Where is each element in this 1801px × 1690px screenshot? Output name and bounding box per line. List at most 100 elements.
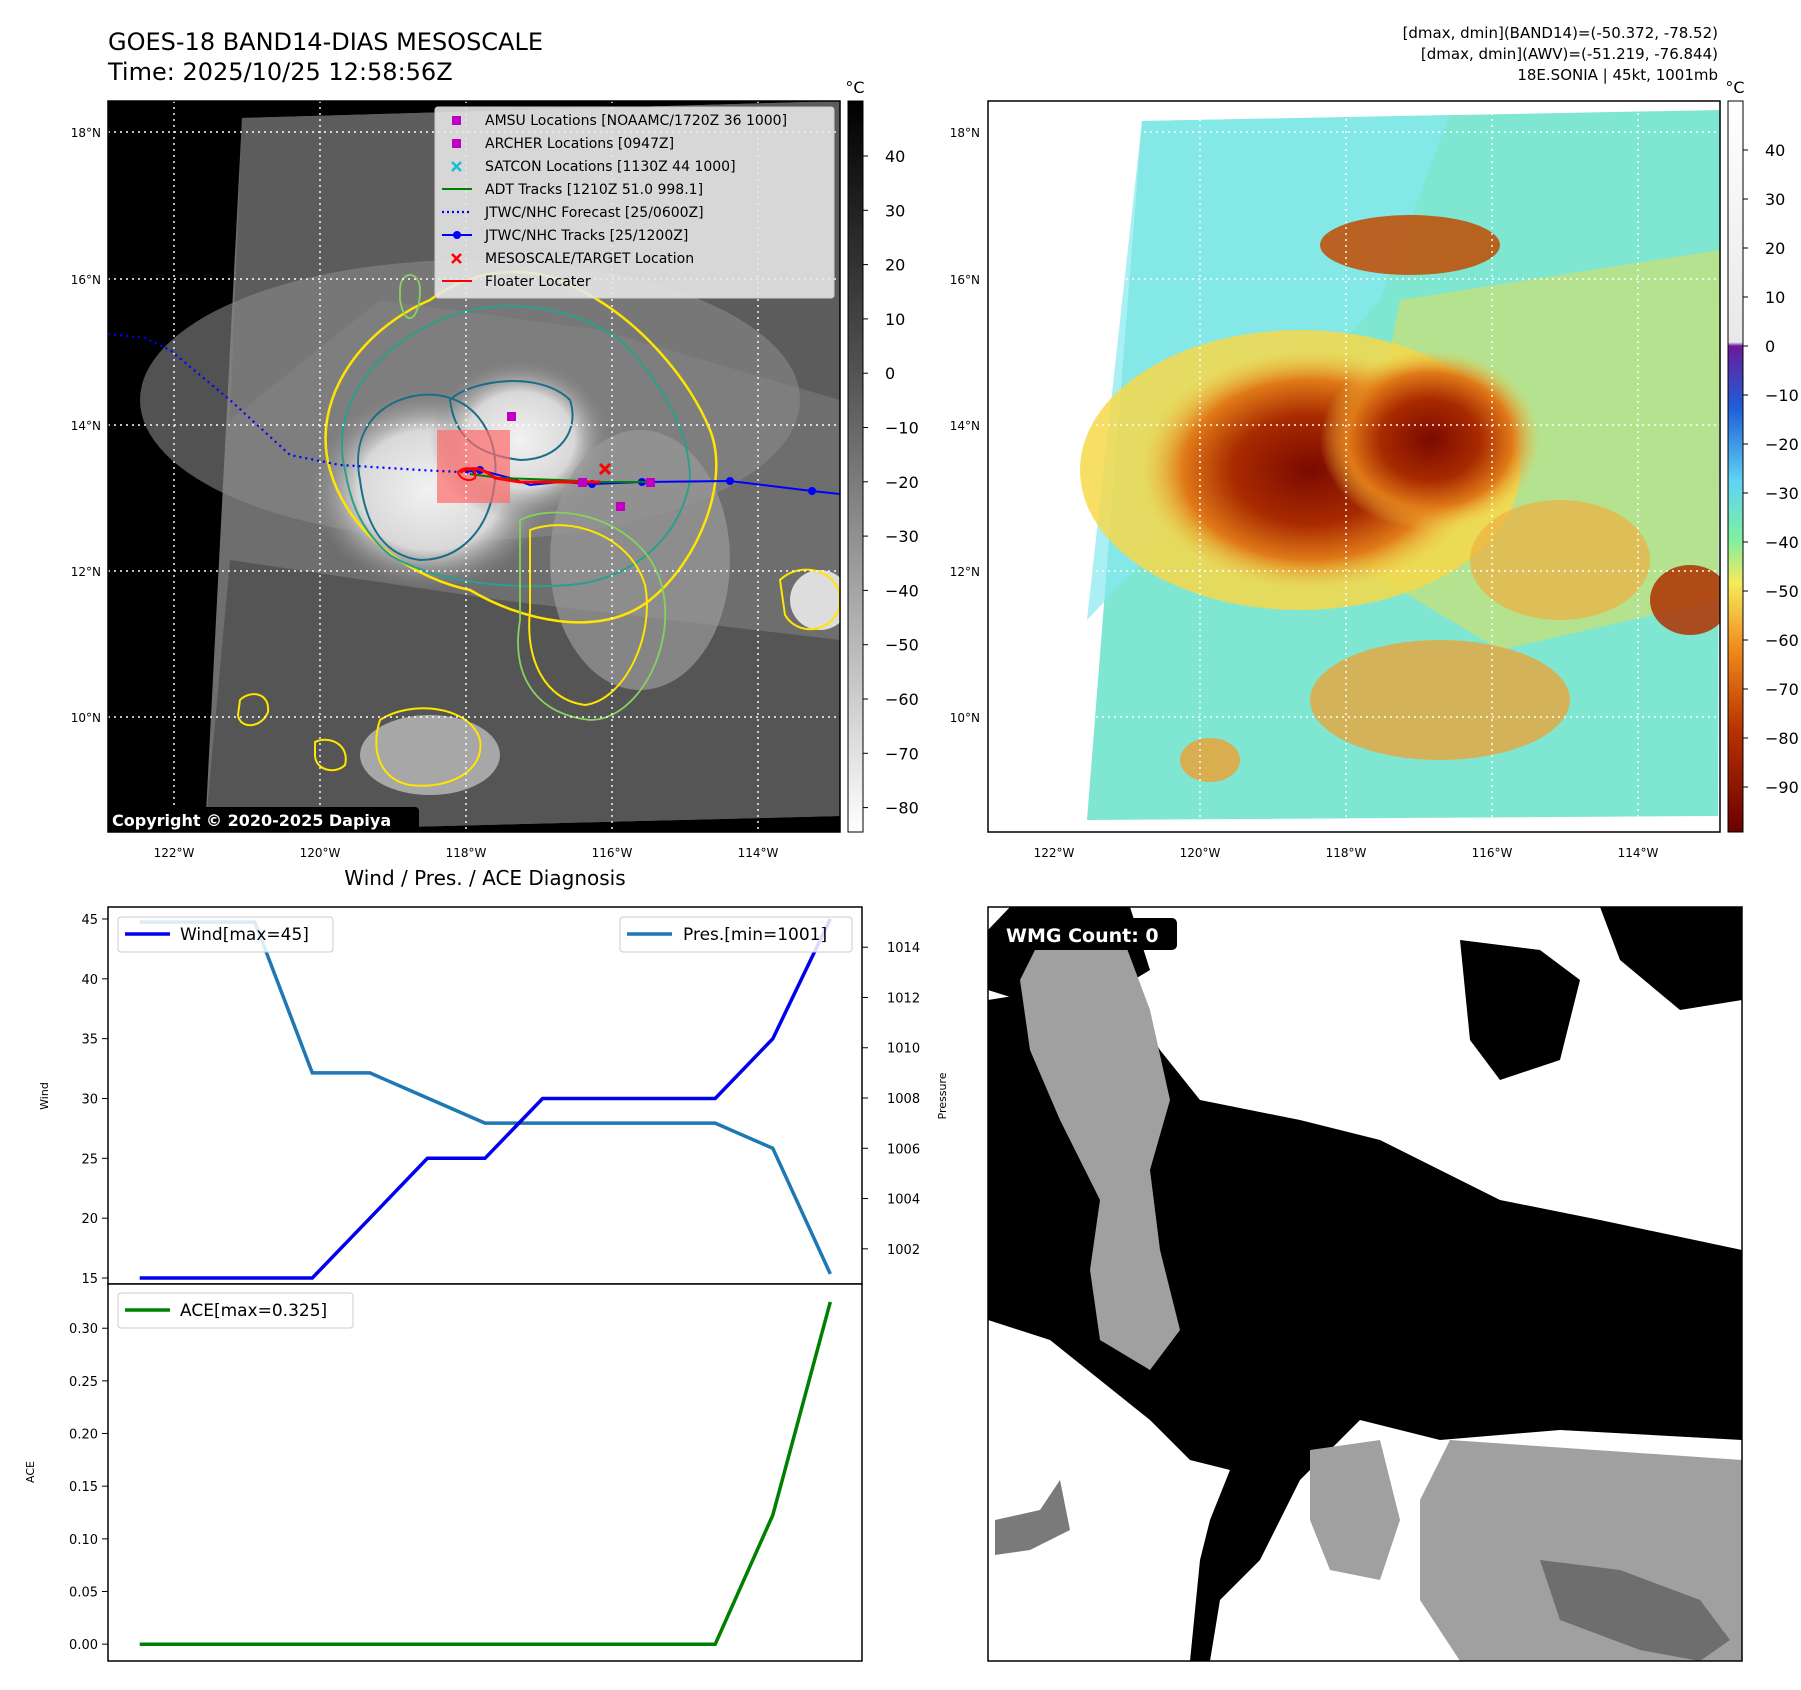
ir-lat-label: 12°N [71, 565, 101, 579]
ace-plot: 0.00 0.05 0.10 0.15 0.20 0.25 0.30 ACE ACE[max… [24, 1283, 863, 1662]
wv-colorbar-tick-label: 40 [1765, 141, 1785, 160]
ir-lat-label: 14°N [71, 419, 101, 433]
wv-lat-label: 16°N [950, 273, 980, 287]
stats-line1: [dmax, dmin](BAND14)=(-50.372, -78.52) [1403, 24, 1718, 42]
ace-ylabel: ACE [24, 1461, 37, 1483]
wv-lat-label: 10°N [950, 711, 980, 725]
wind-ytick-label: 45 [81, 913, 98, 928]
wind-ytick-label: 40 [81, 973, 98, 988]
pressure-ytick-label: 1002 [887, 1243, 920, 1258]
figure-title-line2: Time: 2025/10/25 12:58:56Z [107, 58, 453, 86]
ir-colorbar-tick-label: 10 [885, 310, 905, 329]
mesoscale-target-marker [598, 462, 612, 476]
wind-ytick-label: 30 [81, 1092, 98, 1107]
copyright-label: Copyright © 2020-2025 Dapiya [112, 811, 391, 830]
ir-colorbar-tick-label: −20 [885, 473, 919, 492]
ir-colorbar: °C 40 30 20 10 0 −10 −20 −30 −40 −50 −60 −70 −80 [845, 78, 919, 833]
jtwc-forecast-track [108, 332, 481, 475]
wind-pressure-plot: 15 20 25 30 35 40 45 1002 1004 1006 1008 1010 1012 1… [38, 906, 949, 1287]
legend-label-jtwc-forecast: JTWC/NHC Forecast [25/0600Z] [484, 205, 704, 221]
legend-label-adt: ADT Tracks [1210Z 51.0 998.1] [485, 182, 703, 198]
wv-lon-label: 114°W [1618, 846, 1659, 860]
wind-ytick-label: 25 [81, 1152, 98, 1167]
ir-colorbar-tick-label: −40 [885, 581, 919, 600]
ir-lon-label: 122°W [154, 846, 195, 860]
wind-ylabel: Wind [38, 1082, 51, 1110]
wv-colorbar-tick-label: −80 [1765, 729, 1799, 748]
ir-lat-labels: 18°N 16°N 14°N 12°N 10°N [71, 126, 101, 725]
ir-lat-label: 18°N [71, 126, 101, 140]
wv-colorbar-tick-label: −30 [1765, 484, 1799, 503]
ir-map-panel: AMSU Locations [NOAAMC/1720Z 36 1000] AR… [107, 100, 841, 833]
wv-map-panel [987, 100, 1721, 833]
ace-ytick-label: 0.25 [69, 1375, 98, 1390]
ace-ytick-label: 0.00 [69, 1638, 98, 1653]
legend-label-archer: ARCHER Locations [0947Z] [485, 136, 674, 152]
wv-lon-label: 116°W [1472, 846, 1513, 860]
ace-ytick-label: 0.05 [69, 1585, 98, 1600]
pressure-ytick-label: 1004 [887, 1193, 920, 1208]
stats-line3: 18E.SONIA | 45kt, 1001mb [1517, 66, 1718, 84]
pressure-legend-label: Pres.[min=1001] [683, 925, 827, 945]
ir-lon-label: 118°W [446, 846, 487, 860]
wind-ytick-label: 20 [81, 1212, 98, 1227]
ir-lon-label: 120°W [300, 846, 341, 860]
diagnosis-title: Wind / Pres. / ACE Diagnosis [344, 866, 625, 890]
pressure-ylabel: Pres­sure [936, 1072, 949, 1119]
ir-colorbar-tick-label: 20 [885, 256, 905, 275]
wv-lat-label: 14°N [950, 419, 980, 433]
wv-lon-label: 118°W [1326, 846, 1367, 860]
wmg-count-label: WMG Count: 0 [1006, 925, 1159, 947]
ir-colorbar-tick-label: −70 [885, 744, 919, 763]
legend-icon-archer [452, 139, 461, 148]
ir-lon-labels: 122°W 120°W 118°W 116°W 114°W [154, 846, 779, 860]
wind-ytick-label: 35 [81, 1033, 98, 1048]
floater-locater-track [459, 467, 600, 484]
wv-lon-label: 120°W [1180, 846, 1221, 860]
pressure-legend: Pres.[min=1001] [619, 916, 853, 953]
wv-map-frame [987, 100, 1721, 833]
ace-plot-frame [107, 1283, 863, 1662]
ir-colorbar-tick-label: 40 [885, 147, 905, 166]
wv-lon-label: 122°W [1034, 846, 1075, 860]
ir-colorbar-tick-label: 30 [885, 201, 905, 220]
ir-lon-label: 114°W [738, 846, 779, 860]
legend-icon-amsu [452, 116, 461, 125]
legend-label-jtwc-track: JTWC/NHC Tracks [25/1200Z] [484, 228, 688, 244]
wmg-count-badge [997, 918, 1177, 950]
archer-location-marker [507, 412, 516, 421]
ir-colorbar-tick-label: −30 [885, 527, 919, 546]
wind-ytick-label: 15 [81, 1272, 98, 1287]
legend-label-mesoscale: MESOSCALE/TARGET Location [485, 251, 694, 267]
wv-colorbar-tick-label: −10 [1765, 386, 1799, 405]
ir-contour-outer [324, 270, 718, 624]
wv-lat-label: 12°N [950, 565, 980, 579]
wv-colorbar-tick-label: −60 [1765, 631, 1799, 650]
wv-colorbar-tick-label: 10 [1765, 288, 1785, 307]
wv-lon-labels: 122°W 120°W 118°W 116°W 114°W [1034, 846, 1659, 860]
wmg-gray-region [1020, 920, 1180, 1370]
wmg-frame [987, 906, 1743, 1662]
ir-map-frame [107, 100, 841, 833]
wv-map-gridlines [988, 101, 1720, 832]
legend-label-amsu: AMSU Locations [NOAAMC/1720Z 36 1000] [485, 113, 787, 129]
wv-colorbar-tick-label: −90 [1765, 778, 1799, 797]
wv-lat-label: 18°N [950, 126, 980, 140]
wv-colorbar-tick-label: −40 [1765, 533, 1799, 552]
ace-ytick-label: 0.20 [69, 1428, 98, 1443]
ace-ytick-label: 0.10 [69, 1533, 98, 1548]
amsu-location-marker [616, 502, 625, 511]
legend-icon-satcon [451, 161, 462, 172]
ace-legend-label: ACE[max=0.325] [180, 1301, 327, 1321]
wv-colorbar-tick-label: 0 [1765, 337, 1775, 356]
ir-colorbar-tick-label: −10 [885, 419, 919, 438]
ir-lat-label: 16°N [71, 273, 101, 287]
wv-colorbar-tick-label: −20 [1765, 435, 1799, 454]
ace-series-line [139, 1301, 832, 1646]
wind-series-line [139, 918, 832, 1280]
wv-lat-labels: 18°N 16°N 14°N 12°N 10°N [950, 126, 980, 725]
figure-title-line1: GOES-18 BAND14-DIAS MESOSCALE [108, 28, 543, 56]
legend-label-floater: Floater Locater [485, 274, 591, 290]
ir-lat-label: 10°N [71, 711, 101, 725]
